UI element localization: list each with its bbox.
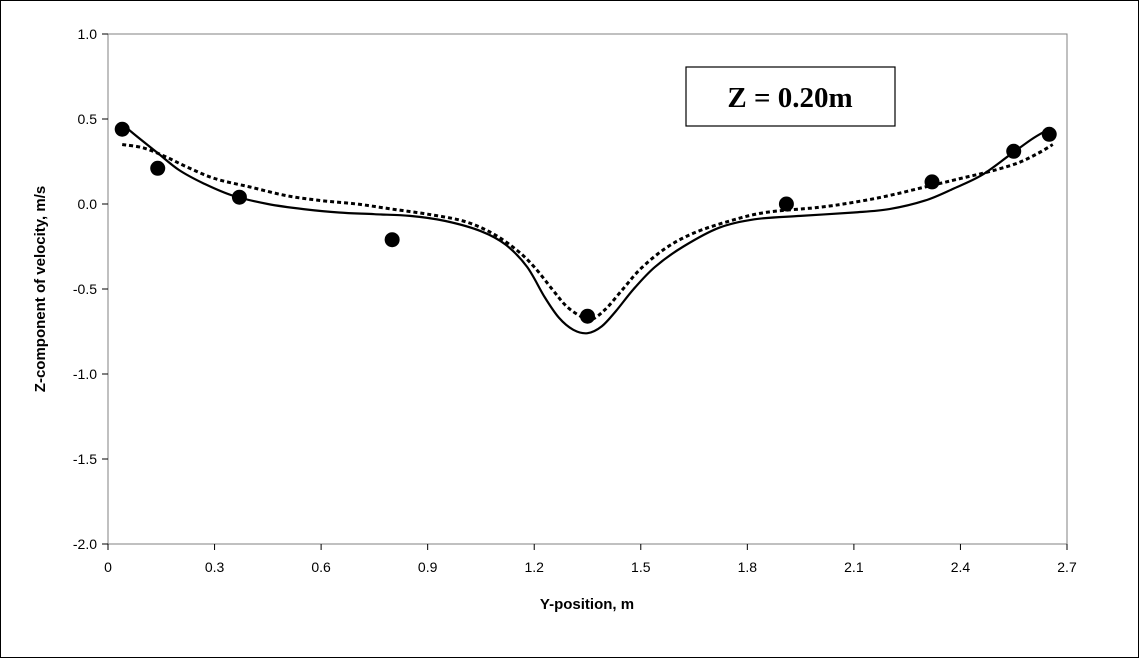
x-tick-label: 0.9 — [418, 559, 438, 575]
data-point-marker — [1041, 126, 1057, 142]
x-tick-label: 1.2 — [524, 559, 544, 575]
x-tick-label: 2.7 — [1057, 559, 1077, 575]
x-axis-title: Y-position, m — [540, 596, 634, 613]
x-tick-label: 0.6 — [311, 559, 331, 575]
annotation-text: Z = 0.20m — [727, 82, 852, 114]
x-tick-label: 0.3 — [205, 559, 225, 575]
x-tick-label: 2.1 — [844, 559, 864, 575]
data-point-marker — [580, 308, 595, 324]
y-tick-label: 0.0 — [78, 196, 98, 212]
y-tick-label: -1.0 — [73, 366, 97, 382]
plot-area — [107, 33, 1068, 545]
y-axis-title: Z-component of velocity, m/s — [32, 186, 49, 392]
x-tick-label: 2.4 — [951, 559, 971, 575]
y-tick-label: 1.0 — [78, 26, 98, 42]
data-point-marker — [924, 174, 940, 190]
series-layer — [114, 121, 1057, 335]
x-tick-label: 1.5 — [631, 559, 651, 575]
y-tick-label: 0.5 — [78, 111, 98, 127]
x-tick-label: 0 — [104, 559, 112, 575]
data-point-marker — [778, 196, 794, 212]
y-tick-label: -1.5 — [73, 451, 97, 467]
y-tick-label: -0.5 — [73, 281, 97, 297]
data-point-marker — [150, 160, 166, 176]
series-solid-line — [121, 123, 1047, 335]
x-tick-label: 1.8 — [738, 559, 758, 575]
annotation-box: Z = 0.20m — [685, 66, 896, 127]
data-point-marker — [384, 232, 400, 248]
data-point-marker — [114, 121, 130, 137]
y-tick-label: -2.0 — [73, 536, 97, 552]
data-point-marker — [231, 189, 247, 205]
data-point-marker — [1006, 143, 1022, 159]
ticks-layer: 0 0.3 0.6 0.9 1.2 1.5 1.8 2.1 2.4 2.7 1.0 0.5 0.0 -0.… — [73, 26, 1077, 575]
